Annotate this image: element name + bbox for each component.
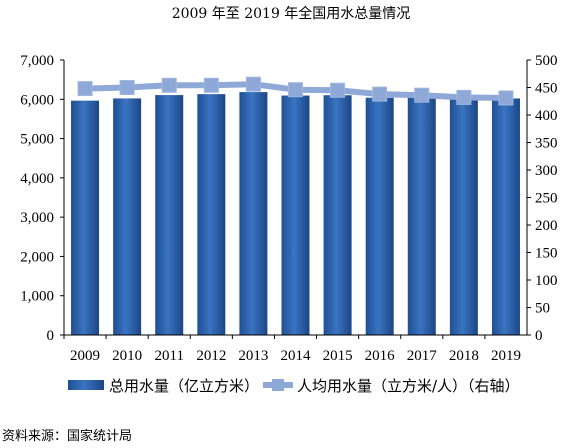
left-tick-label: 1,000 [20, 289, 54, 305]
right-tick-label: 200 [535, 218, 558, 234]
legend-bar-swatch [68, 380, 104, 390]
bar [449, 98, 478, 335]
x-tick-label: 2019 [491, 348, 521, 364]
line-point [245, 76, 261, 92]
bar [155, 95, 184, 335]
bar [239, 92, 268, 335]
x-tick-label: 2018 [449, 348, 479, 364]
right-tick-label: 150 [535, 246, 558, 262]
left-tick-label: 6,000 [20, 92, 54, 108]
line-series [77, 76, 514, 106]
right-tick-label: 100 [535, 273, 558, 289]
x-tick-label: 2013 [238, 348, 268, 364]
line-point [77, 81, 93, 97]
line-point [498, 90, 514, 106]
right-tick-label: 500 [535, 53, 558, 69]
legend-line-label: 人均用水量（立方米/人）（右轴） [297, 377, 520, 395]
x-tick-label: 2009 [70, 348, 100, 364]
right-tick-label: 400 [535, 108, 558, 124]
bar [113, 98, 142, 336]
line-point [414, 87, 430, 103]
axes [63, 60, 528, 336]
bar [491, 98, 520, 335]
line-point [456, 89, 472, 105]
line-point [161, 77, 177, 93]
chart-title: 2009 年至 2019 年全国用水总量情况 [172, 5, 411, 22]
legend: 总用水量（亿立方米） 人均用水量（立方米/人）（右轴） [68, 377, 520, 395]
bar [323, 95, 352, 335]
bar [407, 97, 436, 335]
legend-bar-label: 总用水量（亿立方米） [109, 377, 259, 395]
source-note: 资料来源：国家统计局 [2, 428, 132, 444]
bar-series [71, 92, 520, 336]
left-tick-label: 2,000 [20, 249, 54, 265]
line-point [330, 82, 346, 98]
left-tick-label: 5,000 [20, 132, 54, 148]
right-axis-ticks: 0 50 100 150 200 250 300 350 400 450 500 [527, 53, 558, 344]
line-point [288, 82, 303, 98]
left-axis-ticks: 0 1,000 2,000 3,000 4,000 5,000 6,000 7,000 [20, 53, 64, 344]
left-tick-label: 4,000 [20, 171, 54, 187]
x-tick-label: 2010 [112, 348, 142, 364]
legend-line-marker [272, 379, 284, 391]
x-tick-label: 2015 [323, 348, 353, 364]
x-tick-label: 2017 [407, 348, 438, 364]
left-tick-label: 7,000 [20, 53, 54, 69]
right-tick-label: 0 [535, 328, 543, 344]
x-tick-label: 2011 [155, 348, 184, 364]
x-tick-label: 2012 [196, 348, 226, 364]
right-tick-label: 300 [535, 163, 558, 179]
line-point [119, 80, 135, 95]
bar [71, 100, 100, 336]
bar [281, 95, 310, 335]
x-axis-ticks: 2009 2010 2011 2012 2013 2014 2015 2016 2017 2018… [63, 335, 521, 364]
right-tick-label: 250 [535, 191, 558, 207]
right-tick-label: 450 [535, 81, 558, 97]
bar [365, 97, 394, 335]
right-tick-label: 50 [535, 301, 550, 317]
line-point [372, 86, 388, 102]
x-tick-label: 2014 [281, 348, 312, 364]
left-tick-label: 0 [47, 328, 55, 344]
bar [197, 94, 226, 335]
x-tick-label: 2016 [365, 348, 396, 364]
left-tick-label: 3,000 [20, 210, 54, 226]
line-point [203, 77, 219, 93]
right-tick-label: 350 [535, 136, 558, 152]
